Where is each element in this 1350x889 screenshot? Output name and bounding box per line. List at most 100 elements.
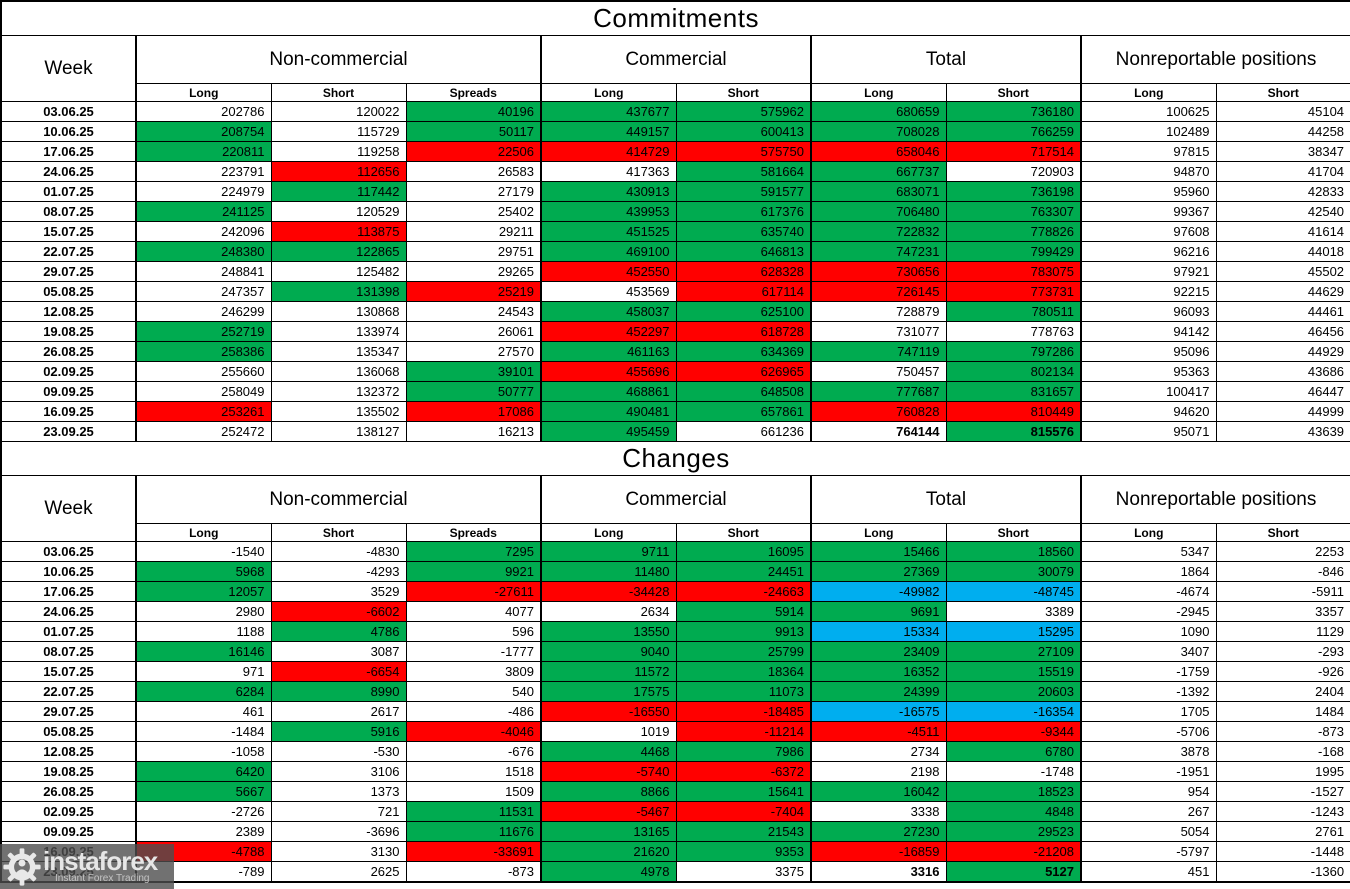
value-cell[interactable]: 15641 [675,781,812,802]
value-cell[interactable]: 747231 [810,241,947,262]
value-cell[interactable]: 44929 [1215,341,1350,362]
value-cell[interactable]: 6284 [135,681,272,702]
value-cell[interactable]: 4786 [270,621,407,642]
value-cell[interactable]: 21620 [540,841,677,862]
value-cell[interactable]: 2761 [1215,821,1350,842]
value-cell[interactable]: 726145 [810,281,947,302]
value-cell[interactable]: -1777 [405,641,542,662]
week-cell[interactable]: 02.09.25 [0,361,137,382]
value-cell[interactable]: 96093 [1080,301,1217,322]
value-cell[interactable]: 3130 [270,841,407,862]
value-cell[interactable]: -5740 [540,761,677,782]
value-cell[interactable]: 634369 [675,341,812,362]
value-cell[interactable]: 490481 [540,401,677,422]
value-cell[interactable]: 2634 [540,601,677,622]
value-cell[interactable]: 224979 [135,181,272,202]
value-cell[interactable]: 46447 [1215,381,1350,402]
value-cell[interactable]: 26583 [405,161,542,182]
value-cell[interactable]: 41614 [1215,221,1350,242]
value-cell[interactable]: -1484 [135,721,272,742]
value-cell[interactable]: 12057 [135,581,272,602]
value-cell[interactable]: -846 [1215,561,1350,582]
value-cell[interactable]: 455696 [540,361,677,382]
week-cell[interactable]: 09.09.25 [0,821,137,842]
value-cell[interactable]: 417363 [540,161,677,182]
value-cell[interactable]: 461 [135,701,272,722]
value-cell[interactable]: 760828 [810,401,947,422]
value-cell[interactable]: 18364 [675,661,812,682]
value-cell[interactable]: -34428 [540,581,677,602]
value-cell[interactable]: -3696 [270,821,407,842]
value-cell[interactable]: 451 [1080,861,1217,883]
value-cell[interactable]: 131398 [270,281,407,302]
value-cell[interactable]: 728879 [810,301,947,322]
value-cell[interactable]: -1527 [1215,781,1350,802]
value-cell[interactable]: 495459 [540,421,677,442]
value-cell[interactable]: 95363 [1080,361,1217,382]
value-cell[interactable]: 9353 [675,841,812,862]
value-cell[interactable]: 9711 [540,541,677,562]
value-cell[interactable]: 9921 [405,561,542,582]
value-cell[interactable]: 3106 [270,761,407,782]
value-cell[interactable]: 18560 [945,541,1082,562]
value-cell[interactable]: 2253 [1215,541,1350,562]
week-cell[interactable]: 15.07.25 [0,661,137,682]
value-cell[interactable]: 112656 [270,161,407,182]
value-cell[interactable]: 717514 [945,141,1082,162]
value-cell[interactable]: -873 [405,861,542,883]
value-cell[interactable]: -5467 [540,801,677,822]
value-cell[interactable]: 468861 [540,381,677,402]
value-cell[interactable]: 92215 [1080,281,1217,302]
value-cell[interactable]: -1448 [1215,841,1350,862]
value-cell[interactable]: 125482 [270,261,407,282]
value-cell[interactable]: 1484 [1215,701,1350,722]
week-cell[interactable]: 19.08.25 [0,321,137,342]
value-cell[interactable]: 802134 [945,361,1082,382]
value-cell[interactable]: 780511 [945,301,1082,322]
value-cell[interactable]: 11531 [405,801,542,822]
value-cell[interactable]: 5916 [270,721,407,742]
week-cell[interactable]: 29.07.25 [0,261,137,282]
value-cell[interactable]: 706480 [810,201,947,222]
value-cell[interactable]: 42540 [1215,201,1350,222]
value-cell[interactable]: 29265 [405,261,542,282]
value-cell[interactable]: 683071 [810,181,947,202]
value-cell[interactable]: 9913 [675,621,812,642]
value-cell[interactable]: 3375 [675,861,812,883]
value-cell[interactable]: 40196 [405,101,542,122]
value-cell[interactable]: 458037 [540,301,677,322]
value-cell[interactable]: 11572 [540,661,677,682]
week-cell[interactable]: 24.06.25 [0,161,137,182]
value-cell[interactable]: 267 [1080,801,1217,822]
value-cell[interactable]: -21208 [945,841,1082,862]
value-cell[interactable]: 46456 [1215,321,1350,342]
value-cell[interactable]: -1951 [1080,761,1217,782]
value-cell[interactable]: 750457 [810,361,947,382]
value-cell[interactable]: -18485 [675,701,812,722]
value-cell[interactable]: 5914 [675,601,812,622]
value-cell[interactable]: 451525 [540,221,677,242]
value-cell[interactable]: -2726 [135,801,272,822]
value-cell[interactable]: 119258 [270,141,407,162]
value-cell[interactable]: 657861 [675,401,812,422]
value-cell[interactable]: 138127 [270,421,407,442]
value-cell[interactable]: 680659 [810,101,947,122]
value-cell[interactable]: -24663 [675,581,812,602]
value-cell[interactable]: 439953 [540,201,677,222]
value-cell[interactable]: 39101 [405,361,542,382]
value-cell[interactable]: 253261 [135,401,272,422]
value-cell[interactable]: 778763 [945,321,1082,342]
value-cell[interactable]: 99367 [1080,201,1217,222]
value-cell[interactable]: 29751 [405,241,542,262]
value-cell[interactable]: 5054 [1080,821,1217,842]
value-cell[interactable]: 15466 [810,541,947,562]
value-cell[interactable]: 258386 [135,341,272,362]
value-cell[interactable]: -873 [1215,721,1350,742]
value-cell[interactable]: 764144 [810,421,947,442]
value-cell[interactable]: 658046 [810,141,947,162]
value-cell[interactable]: 117442 [270,181,407,202]
value-cell[interactable]: 3316 [810,861,947,883]
value-cell[interactable]: 11073 [675,681,812,702]
value-cell[interactable]: -1360 [1215,861,1350,883]
value-cell[interactable]: 252472 [135,421,272,442]
